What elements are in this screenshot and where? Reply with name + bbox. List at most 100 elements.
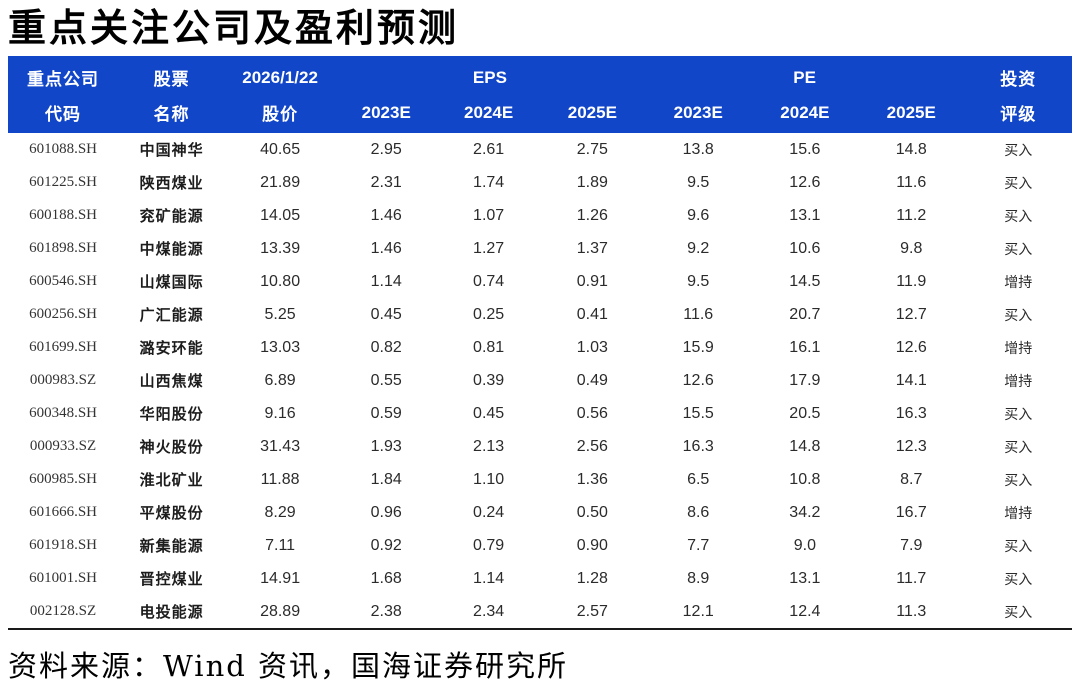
cell-eps-2025e: 1.28 xyxy=(576,569,608,587)
header-code: 代码 xyxy=(8,96,119,133)
table-row: 000983.SZ 山西焦煤 6.89 0.55 0.39 0.49 12.6 17.9 14.… xyxy=(8,364,1072,397)
cell-pe-2025e: 7.9 xyxy=(900,536,923,554)
cell-code: 600985.SH xyxy=(29,471,98,487)
table-row: 600256.SH 广汇能源 5.25 0.45 0.25 0.41 11.6 20.7 12.… xyxy=(8,298,1072,331)
cell-price: 5.25 xyxy=(264,305,296,323)
cell-eps-2024e: 2.13 xyxy=(473,437,505,455)
cell-price: 40.65 xyxy=(260,140,301,158)
cell-name: 晋控煤业 xyxy=(139,570,204,588)
cell-eps-2023e: 1.46 xyxy=(370,206,402,224)
cell-eps-2025e: 0.90 xyxy=(576,536,608,554)
cell-name: 潞安环能 xyxy=(139,339,204,357)
cell-eps-2023e: 0.55 xyxy=(370,371,402,389)
cell-rating: 增持 xyxy=(1004,373,1033,390)
cell-pe-2023e: 16.3 xyxy=(682,437,714,455)
cell-pe-2024e: 10.6 xyxy=(789,239,821,257)
cell-pe-2025e: 8.7 xyxy=(900,470,923,488)
cell-eps-2025e: 1.37 xyxy=(576,239,608,257)
cell-pe-2023e: 12.1 xyxy=(682,602,714,620)
cell-pe-2023e: 9.5 xyxy=(687,173,710,191)
cell-eps-2023e: 2.95 xyxy=(370,140,402,158)
cell-rating: 买入 xyxy=(1004,208,1033,225)
cell-name: 中国神华 xyxy=(139,141,204,159)
cell-pe-2025e: 11.3 xyxy=(896,602,927,620)
cell-code: 000983.SZ xyxy=(29,372,97,388)
cell-pe-2023e: 12.6 xyxy=(682,371,714,389)
cell-eps-2023e: 0.82 xyxy=(370,338,402,356)
table-row: 601918.SH 新集能源 7.11 0.92 0.79 0.90 7.7 9.0 7.9 买入 xyxy=(8,529,1072,562)
cell-rating: 买入 xyxy=(1004,439,1033,456)
cell-eps-2024e: 2.34 xyxy=(473,602,505,620)
header-pe-2024e: 2024E xyxy=(751,96,859,133)
cell-pe-2025e: 12.6 xyxy=(895,338,927,356)
header-rating-bottom: 评级 xyxy=(964,96,1072,133)
table-body: 601088.SH 中国神华 40.65 2.95 2.61 2.75 13.8 15.6 14… xyxy=(8,133,1072,629)
cell-pe-2025e: 16.7 xyxy=(895,503,927,521)
cell-pe-2025e: 11.6 xyxy=(896,173,927,191)
cell-eps-2025e: 0.49 xyxy=(576,371,608,389)
cell-code: 002128.SZ xyxy=(29,603,97,619)
cell-price: 21.89 xyxy=(260,173,301,191)
cell-code: 600188.SH xyxy=(29,207,98,223)
cell-code: 601225.SH xyxy=(29,174,98,190)
cell-price: 14.91 xyxy=(260,569,301,587)
cell-price: 7.11 xyxy=(265,536,296,554)
cell-eps-2023e: 2.38 xyxy=(370,602,402,620)
header-rating-top: 投资 xyxy=(964,56,1072,96)
cell-eps-2025e: 0.50 xyxy=(576,503,608,521)
cell-pe-2025e: 11.9 xyxy=(896,272,927,290)
table-row: 601001.SH 晋控煤业 14.91 1.68 1.14 1.28 8.9 13.1 11.… xyxy=(8,562,1072,595)
cell-pe-2023e: 8.9 xyxy=(687,569,710,587)
cell-pe-2024e: 12.4 xyxy=(789,602,821,620)
table-row: 600188.SH 兖矿能源 14.05 1.46 1.07 1.26 9.6 13.1 11.… xyxy=(8,199,1072,232)
cell-rating: 增持 xyxy=(1004,505,1033,522)
table-row: 601088.SH 中国神华 40.65 2.95 2.61 2.75 13.8 15.6 14… xyxy=(8,133,1072,166)
header-pe-2025e: 2025E xyxy=(858,96,965,133)
table-row: 601225.SH 陕西煤业 21.89 2.31 1.74 1.89 9.5 12.6 11.… xyxy=(8,166,1072,199)
header-name: 名称 xyxy=(118,96,226,133)
cell-name: 电投能源 xyxy=(139,603,204,621)
cell-name: 神火股份 xyxy=(139,438,204,456)
cell-eps-2025e: 1.26 xyxy=(576,206,608,224)
cell-eps-2024e: 0.79 xyxy=(473,536,505,554)
cell-pe-2023e: 9.5 xyxy=(687,272,710,290)
cell-price: 11.88 xyxy=(260,470,300,488)
cell-code: 601001.SH xyxy=(29,570,98,586)
cell-price: 28.89 xyxy=(260,602,301,620)
header-row-columns: 代码 名称 股价 2023E 2024E 2025E 2023E 2024E 2… xyxy=(8,96,1072,133)
cell-price: 10.80 xyxy=(260,272,301,290)
cell-price: 13.39 xyxy=(260,239,301,257)
cell-eps-2024e: 1.74 xyxy=(473,173,505,191)
cell-name: 华阳股份 xyxy=(139,405,204,423)
cell-eps-2024e: 0.74 xyxy=(473,272,505,290)
cell-eps-2025e: 2.56 xyxy=(576,437,608,455)
table-row: 601666.SH 平煤股份 8.29 0.96 0.24 0.50 8.6 34.2 16.7… xyxy=(8,496,1072,529)
header-date: 2026/1/22 xyxy=(225,56,336,96)
header-eps-2024e: 2024E xyxy=(437,96,540,133)
cell-pe-2024e: 16.1 xyxy=(789,338,821,356)
cell-pe-2024e: 14.5 xyxy=(789,272,821,290)
cell-name: 平煤股份 xyxy=(139,504,204,522)
cell-rating: 买入 xyxy=(1004,538,1033,555)
cell-rating: 买入 xyxy=(1004,604,1033,621)
cell-name: 新集能源 xyxy=(139,537,204,555)
cell-code: 601918.SH xyxy=(29,537,98,553)
header-pe-group: PE xyxy=(644,56,965,96)
page-title: 重点关注公司及盈利预测 xyxy=(8,5,460,50)
cell-pe-2023e: 7.7 xyxy=(687,536,710,554)
cell-eps-2023e: 1.46 xyxy=(370,239,402,257)
cell-eps-2025e: 2.57 xyxy=(576,602,608,620)
header-pe-2023e: 2023E xyxy=(644,96,752,133)
cell-eps-2025e: 0.56 xyxy=(576,404,608,422)
header-stock: 股票 xyxy=(118,56,226,96)
cell-eps-2023e: 0.96 xyxy=(370,503,402,521)
cell-code: 601666.SH xyxy=(29,504,98,520)
cell-eps-2024e: 0.24 xyxy=(473,503,505,521)
cell-rating: 买入 xyxy=(1004,571,1033,588)
cell-pe-2024e: 17.9 xyxy=(789,371,821,389)
header-company: 重点公司 xyxy=(8,56,119,96)
cell-eps-2024e: 0.45 xyxy=(473,404,505,422)
cell-pe-2025e: 11.7 xyxy=(896,569,927,587)
cell-rating: 买入 xyxy=(1004,241,1033,258)
